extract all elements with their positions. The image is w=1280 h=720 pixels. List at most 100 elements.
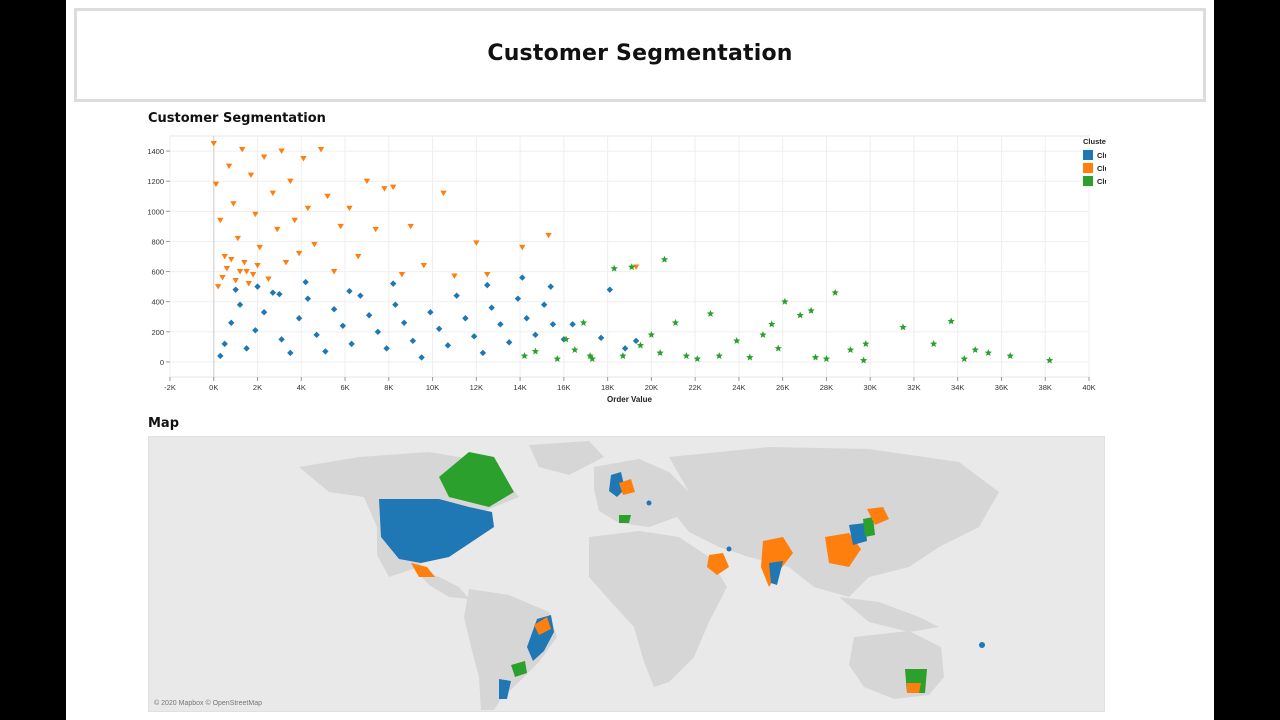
- world-map[interactable]: © 2020 Mapbox © OpenStreetMap: [148, 436, 1105, 712]
- data-point-cluster-1: [540, 301, 548, 308]
- data-point-cluster-3: [628, 263, 636, 271]
- data-point-cluster-1: [254, 283, 261, 290]
- region-brazil-south[interactable]: [511, 661, 527, 677]
- data-point-cluster-2: [381, 186, 388, 192]
- region-india-south[interactable]: [769, 561, 783, 585]
- data-point-cluster-3: [636, 341, 645, 349]
- data-point-cluster-2: [239, 146, 246, 153]
- data-point-cluster-2: [256, 244, 263, 251]
- map-land-southeast-asia: [839, 597, 939, 632]
- region-japan[interactable]: [867, 507, 889, 525]
- data-point-cluster-3: [930, 340, 938, 347]
- map-land-australia: [849, 631, 944, 699]
- data-point-cluster-3: [660, 255, 669, 263]
- data-point-cluster-3: [715, 352, 723, 359]
- region-china-east[interactable]: [849, 523, 867, 545]
- region-korea[interactable]: [863, 517, 875, 537]
- region-brazil-north[interactable]: [534, 617, 551, 635]
- data-point-cluster-2: [484, 272, 491, 278]
- data-point-cluster-3: [796, 311, 804, 319]
- data-point-cluster-2: [230, 201, 237, 207]
- region-australia-se-orange[interactable]: [907, 683, 921, 693]
- data-point-cluster-2: [234, 235, 242, 242]
- data-point-cluster-2: [219, 275, 226, 281]
- data-point-cluster-2: [304, 205, 312, 212]
- data-point-cluster-1: [488, 304, 495, 311]
- data-point-cluster-2: [330, 269, 338, 275]
- data-point-cluster-2: [311, 241, 318, 248]
- data-point-cluster-1: [221, 340, 228, 348]
- map-land-europe: [594, 459, 689, 527]
- data-point-cluster-2: [236, 269, 244, 275]
- data-point-cluster-1: [278, 336, 285, 343]
- region-spain[interactable]: [619, 515, 631, 523]
- data-point-cluster-3: [647, 331, 655, 338]
- data-point-cluster-3: [520, 352, 529, 359]
- region-usa[interactable]: [379, 499, 494, 563]
- data-point-cluster-1: [295, 315, 303, 322]
- region-china[interactable]: [825, 533, 861, 567]
- x-tick-label: 0K: [209, 383, 218, 392]
- x-tick-label: 24K: [732, 383, 745, 392]
- data-point-cluster-2: [420, 262, 428, 269]
- data-point-cluster-1: [444, 342, 452, 349]
- x-tick-label: 2K: [253, 383, 262, 392]
- data-point-cluster-1: [302, 278, 309, 286]
- data-point-cluster-1: [523, 315, 530, 322]
- data-point-cluster-3: [1006, 352, 1014, 359]
- y-tick-label: 1400: [147, 147, 164, 156]
- y-tick-label: 1000: [147, 207, 164, 216]
- data-point-cluster-3: [831, 288, 839, 296]
- region-italy[interactable]: [646, 500, 652, 506]
- x-tick-label: 30K: [864, 383, 877, 392]
- region-uk[interactable]: [609, 472, 625, 497]
- data-point-cluster-1: [348, 340, 355, 348]
- x-tick-label: 32K: [907, 383, 920, 392]
- map-land-greenland: [529, 441, 604, 475]
- data-point-cluster-1: [322, 348, 329, 355]
- data-point-cluster-3: [807, 306, 815, 314]
- x-tick-label: 4K: [297, 383, 306, 392]
- region-new-caledonia[interactable]: [979, 642, 985, 648]
- data-point-cluster-1: [228, 319, 235, 326]
- data-point-cluster-1: [547, 283, 554, 290]
- data-point-cluster-1: [392, 301, 399, 308]
- data-point-cluster-2: [243, 269, 250, 275]
- data-point-cluster-2: [260, 154, 268, 160]
- region-mexico[interactable]: [411, 563, 435, 577]
- data-point-cluster-1: [479, 349, 487, 357]
- data-point-cluster-3: [768, 320, 776, 328]
- region-france[interactable]: [619, 479, 635, 495]
- plot-area: [169, 135, 1090, 378]
- map-canvas[interactable]: [149, 437, 1104, 711]
- data-point-cluster-2: [291, 217, 298, 224]
- data-point-cluster-1: [606, 286, 614, 293]
- data-point-cluster-1: [621, 345, 629, 352]
- data-point-cluster-1: [453, 292, 460, 299]
- x-tick-label: 22K: [688, 383, 701, 392]
- data-point-cluster-2: [354, 253, 362, 260]
- data-point-cluster-2: [346, 205, 353, 212]
- data-point-cluster-2: [274, 226, 281, 233]
- region-saudi[interactable]: [707, 553, 729, 575]
- data-point-cluster-1: [400, 319, 408, 326]
- data-point-cluster-3: [733, 337, 741, 344]
- data-point-cluster-1: [260, 309, 268, 316]
- x-tick-label: 16K: [557, 383, 570, 392]
- region-argentina[interactable]: [499, 679, 511, 699]
- data-point-cluster-1: [435, 325, 443, 332]
- data-point-cluster-3: [682, 352, 690, 359]
- data-point-cluster-1: [236, 301, 244, 308]
- data-point-cluster-3: [610, 264, 618, 272]
- x-tick-label: 36K: [995, 383, 1008, 392]
- scatter-chart[interactable]: -2K 0K 2K 4K 6K 8K 10K 12K 14K 16K 18K 20K 22K 24K 26K…: [146, 128, 1106, 408]
- region-uae[interactable]: [726, 546, 732, 552]
- legend-title: Clusters: [1083, 137, 1106, 146]
- data-point-cluster-2: [389, 184, 397, 191]
- x-tick-label: 28K: [820, 383, 833, 392]
- data-point-cluster-1: [243, 345, 250, 352]
- scatter-section-title: Customer Segmentation: [148, 111, 326, 126]
- legend-swatch: [1083, 163, 1093, 173]
- region-canada[interactable]: [439, 452, 514, 507]
- data-point-cluster-2: [282, 259, 290, 266]
